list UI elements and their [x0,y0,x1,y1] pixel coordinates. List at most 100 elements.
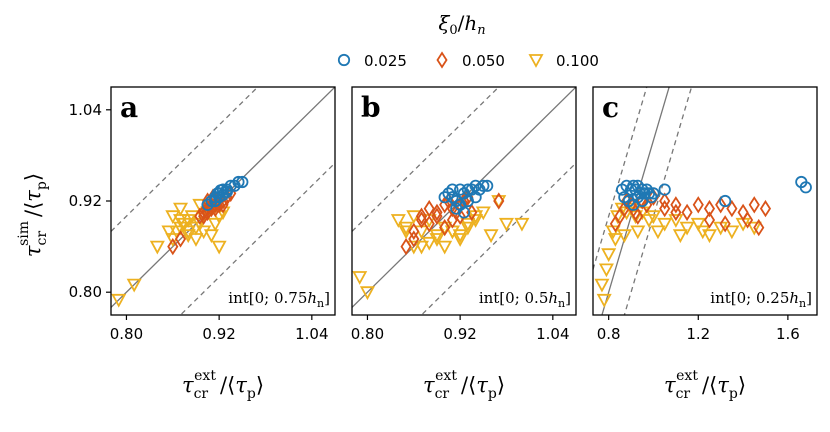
data-point [450,194,463,208]
data-point [493,192,505,210]
data-point [715,196,727,214]
x-tick-label: 0.92 [202,325,235,343]
integration-range-annotation: int[0; 0.25hn] [710,289,812,310]
series-0.025 [616,175,812,211]
data-point [414,240,430,255]
panel-b: 0.80 0.92 1.04 b int[0; 0.5hn] τcrext/⟨τp⟩ [351,86,577,402]
x-tick-label: 0.8 [597,325,621,343]
panel-letter: c [602,91,619,124]
data-point [632,207,644,225]
legend-marker-0.050 [436,51,448,69]
svg-text:τcrsim/⟨τp⟩: τcrsim/⟨τp⟩ [16,173,50,257]
data-point [194,207,206,225]
series-0.025 [438,179,494,219]
y-tick-label: 0.80 [69,283,102,301]
data-point [598,263,614,278]
data-point [657,217,673,232]
data-point [469,191,482,204]
data-point [431,207,443,225]
data-point [209,194,222,208]
data-point [429,233,445,247]
data-point [658,183,671,196]
x-axis-label: τcrext/⟨τp⟩ [664,368,746,402]
data-point [650,225,666,240]
y-tick-label: 1.04 [69,101,102,119]
panel-letter: a [120,91,138,124]
data-point [400,237,412,256]
data-point [701,229,717,244]
data-point [232,175,245,189]
data-point [452,229,468,244]
data-point [429,229,445,244]
data-point [214,184,227,197]
data-point [601,248,617,263]
data-point [695,225,711,240]
panel-c: 0.8 1.2 1.6 c int[0; 0.25hn] τcrext/⟨τp⟩ [592,86,818,402]
data-point [607,233,623,247]
data-point [423,215,435,233]
data-point [636,194,649,208]
data-point [477,179,490,192]
data-point [670,196,682,214]
legend-marker-0.025 [337,53,351,67]
series-0.050 [609,188,772,237]
data-point [431,203,443,222]
data-point [596,293,612,308]
data-point [421,236,437,251]
data-point [630,225,646,240]
plot-frame [592,86,818,316]
legend-label: 0.050 [462,52,505,70]
data-point [659,199,671,218]
legend-label: 0.100 [556,52,599,70]
data-point [165,210,181,225]
data-point [126,278,142,293]
x-tick-label: 0.80 [110,325,143,343]
data-point [161,225,177,240]
data-point [692,196,704,214]
data-point [398,221,414,236]
data-point [203,229,219,244]
deviation-line [111,87,259,232]
data-point [491,195,507,209]
x-tick-label: 1.04 [295,325,328,343]
data-point [438,191,451,204]
data-point [719,215,731,233]
data-point [446,211,458,229]
data-point [659,192,671,210]
data-point [703,211,716,229]
x-tick-label: 1.04 [536,325,569,343]
data-point [408,230,420,248]
deviation-line [420,162,576,315]
data-point [594,278,610,293]
data-point [188,233,204,247]
data-point [211,240,227,255]
data-point [681,203,693,222]
data-point [616,229,632,244]
data-point [439,218,451,237]
integration-range-annotation: int[0; 0.5hn] [479,289,571,310]
data-point [454,183,467,196]
data-point [741,211,754,229]
legend: ξ0/hn 0.025 0.050 0.100 [337,11,599,70]
x-tick-label: 0.92 [443,325,476,343]
data-point [211,187,224,200]
panel-a: 0.80 0.92 1.04 0.80 0.92 1.04 a int[0; 0.75hn] τ… [69,86,336,402]
data-point [198,207,210,225]
data-point [173,221,189,236]
x-tick-label: 1.2 [686,325,710,343]
deviation-line [593,87,648,270]
identity-line [601,87,670,315]
data-point [670,203,682,222]
data-point [645,210,661,225]
data-point [408,222,420,241]
data-point [111,293,127,308]
legend-marker-0.100 [528,54,544,68]
data-point [415,211,428,229]
data-point [437,240,453,255]
x-tick-label: 1.6 [776,325,800,343]
deviation-line [179,162,335,315]
data-point [719,194,732,208]
data-point [703,199,716,218]
x-axis-label: τcrext/⟨τp⟩ [182,368,264,402]
data-point [457,206,471,219]
